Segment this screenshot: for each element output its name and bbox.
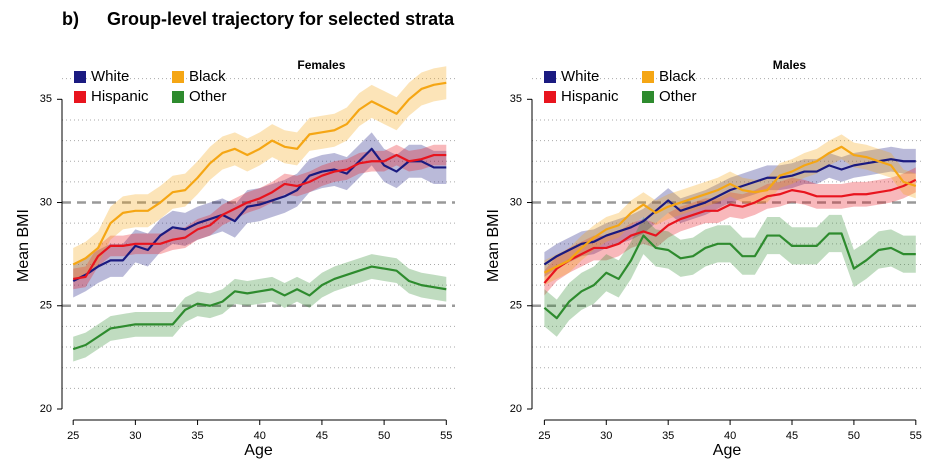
legend-swatch [544,71,556,83]
x-tick-label: 55 [910,430,922,442]
x-tick-label: 40 [254,430,266,442]
panel-title: Females [297,58,345,72]
series-line [543,232,916,320]
x-tick-label: 45 [316,430,328,442]
series-line [72,147,447,282]
y-tick-label: 35 [510,93,522,105]
y-tick-label: 35 [40,93,52,105]
y-axis-label: Mean BMI [485,209,502,282]
y-tick-label: 25 [40,300,52,312]
legend-swatch [544,91,556,103]
legend-label: White [561,68,599,85]
x-tick-label: 35 [191,430,203,442]
series-line [543,145,917,274]
legend-swatch [172,91,184,103]
panel-title: Males [773,58,807,72]
legend-swatch [642,91,654,103]
legend-label: Other [189,88,227,105]
y-tick-label: 30 [510,196,522,208]
confidence-band [544,214,916,337]
legend-label: Black [659,68,696,85]
x-tick-label: 35 [662,430,674,442]
series-line [72,265,447,351]
series-line [73,153,447,281]
x-axis-label: Age [713,442,742,459]
series-line [543,178,917,284]
legend-swatch [74,71,86,83]
y-tick-label: 20 [510,403,522,415]
x-tick-label: 25 [67,430,79,442]
series-line [72,81,447,266]
confidence-band [544,134,916,286]
confidence-band [73,132,447,298]
x-tick-label: 25 [538,430,550,442]
y-tick-label: 25 [510,300,522,312]
legend-label: Hispanic [561,88,619,105]
confidence-band [544,146,916,277]
x-tick-label: 30 [129,430,141,442]
legend-swatch [172,71,184,83]
legend-swatch [642,71,654,83]
x-tick-label: 30 [600,430,612,442]
x-tick-label: 50 [848,430,860,442]
confidence-band [73,144,447,290]
legend-label: Other [659,88,697,105]
legend-swatch [74,91,86,103]
legend-label: White [91,68,129,85]
x-tick-label: 40 [724,430,736,442]
series-line [543,158,916,266]
figure-title: Group-level trajectory for selected stra… [107,9,455,29]
confidence-band [544,167,916,296]
y-tick-label: 30 [40,196,52,208]
panel: 20 25 30 35 25 30 35 40 45 50 55 Age Mean BMI Males Wh… [485,58,922,459]
legend-label: Hispanic [91,88,149,105]
panel: 20 25 30 35 25 30 35 40 45 50 55 Age Mean BMI Females… [15,58,455,459]
x-tick-label: 50 [378,430,390,442]
y-tick-label: 20 [40,403,52,415]
panel-label: b) [62,9,79,29]
x-tick-label: 45 [786,430,798,442]
y-axis-label: Mean BMI [15,209,32,282]
legend-label: Black [189,68,226,85]
x-tick-label: 55 [440,430,452,442]
confidence-band [73,254,447,362]
x-axis-label: Age [244,442,273,459]
confidence-band [73,66,447,281]
